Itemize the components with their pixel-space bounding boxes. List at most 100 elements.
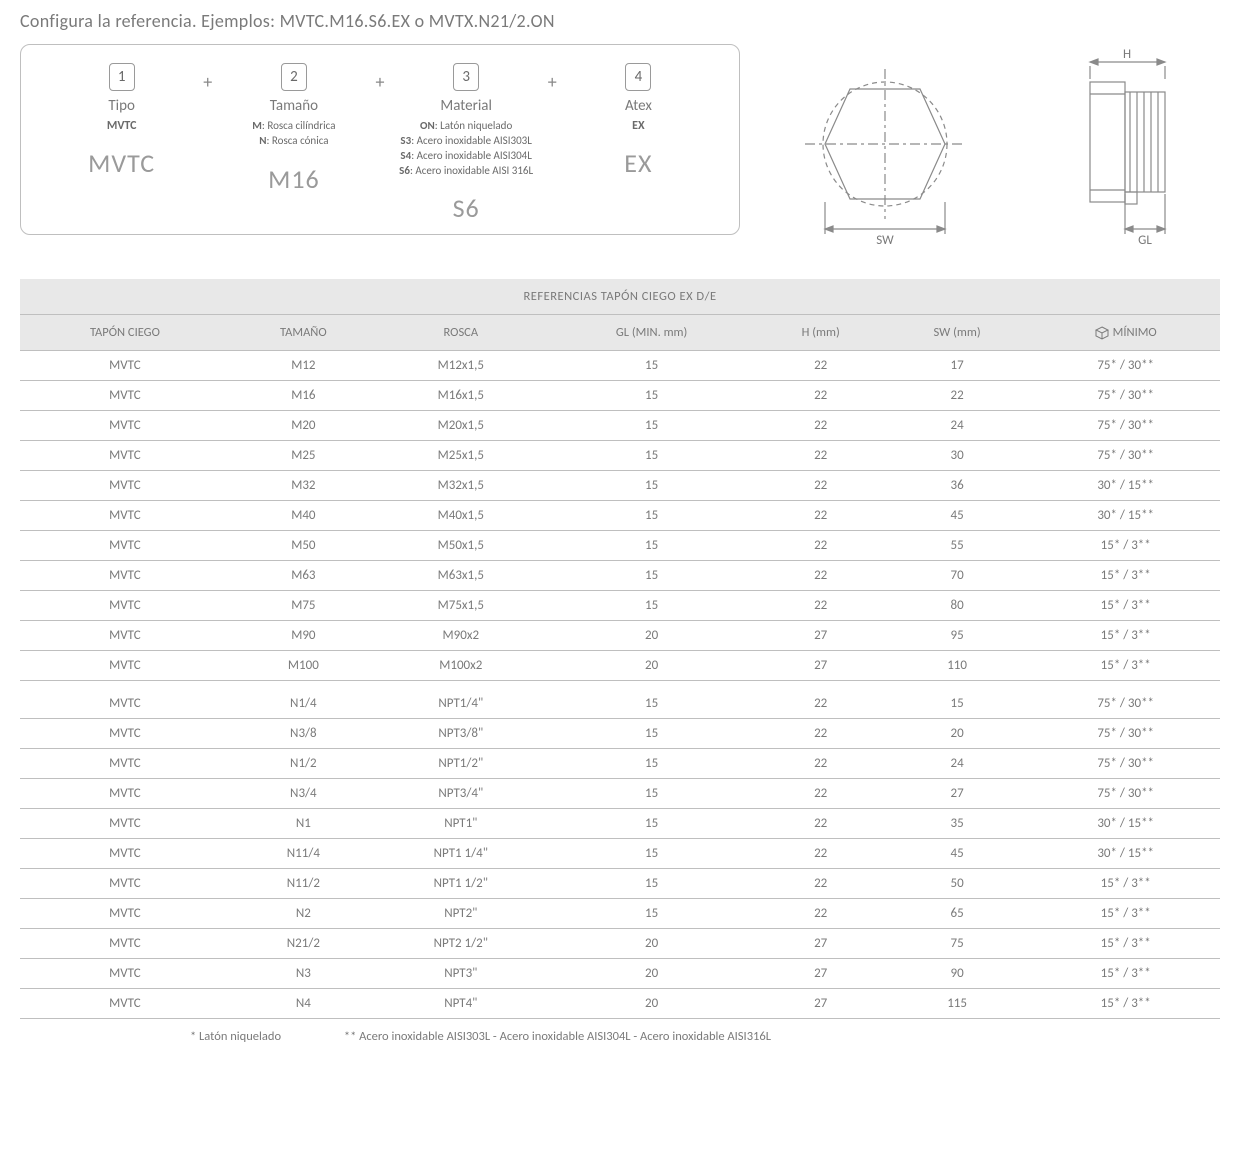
config-col-2: 2TamañoM: Rosca cilíndricaN: Rosca cónic… bbox=[218, 63, 369, 195]
table-cell: MVTC bbox=[20, 779, 230, 809]
step-desc: ON: Latón niqueladoS3: Acero inoxidable … bbox=[391, 119, 542, 178]
table-row: MVTCM75M75x1,515228015* / 3** bbox=[20, 591, 1220, 621]
table-cell: MVTC bbox=[20, 621, 230, 651]
table-cell: 20 bbox=[883, 719, 1032, 749]
table-row: MVTCM12M12x1,515221775* / 30** bbox=[20, 351, 1220, 381]
table-row: MVTCN1NPT1"15223530* / 15** bbox=[20, 809, 1220, 839]
table-cell: 15 bbox=[883, 689, 1032, 719]
table-cell: 22 bbox=[759, 779, 883, 809]
table-cell: 27 bbox=[759, 929, 883, 959]
table-cell: 15* / 3** bbox=[1031, 561, 1220, 591]
col-header: GL (MIN. mm) bbox=[545, 315, 759, 351]
table-cell: M50x1,5 bbox=[377, 531, 545, 561]
table-cell: 75* / 30** bbox=[1031, 411, 1220, 441]
table-cell: M12 bbox=[230, 351, 377, 381]
cube-icon bbox=[1095, 326, 1109, 340]
table-cell: 22 bbox=[759, 501, 883, 531]
table-cell: 20 bbox=[545, 651, 759, 681]
diagrams: SW bbox=[770, 44, 1180, 254]
table-cell: NPT2 1/2" bbox=[377, 929, 545, 959]
table-title: REFERENCIAS TAPÓN CIEGO EX D/E bbox=[20, 279, 1220, 315]
table-cell: MVTC bbox=[20, 441, 230, 471]
table-cell: MVTC bbox=[20, 899, 230, 929]
step-example: EX bbox=[563, 147, 714, 179]
step-bold: MVTC bbox=[46, 119, 197, 133]
table-cell: 20 bbox=[545, 929, 759, 959]
table-row: MVTCN11/4NPT1 1/4"15224530* / 15** bbox=[20, 839, 1220, 869]
config-col-4: 4AtexEXEX bbox=[563, 63, 714, 179]
table-cell: MVTC bbox=[20, 809, 230, 839]
table-cell: M63 bbox=[230, 561, 377, 591]
table-cell: 75* / 30** bbox=[1031, 779, 1220, 809]
table-cell: 27 bbox=[759, 621, 883, 651]
table-cell: M40x1,5 bbox=[377, 501, 545, 531]
table-cell: 24 bbox=[883, 749, 1032, 779]
table-cell: M50 bbox=[230, 531, 377, 561]
table-cell: 20 bbox=[545, 989, 759, 1019]
table-cell: 15 bbox=[545, 809, 759, 839]
step-number: 3 bbox=[453, 63, 479, 91]
table-cell: NPT3" bbox=[377, 959, 545, 989]
table-cell: 27 bbox=[883, 779, 1032, 809]
page-instruction: Configura la referencia. Ejemplos: MVTC.… bbox=[20, 10, 1220, 32]
step-title: Tamaño bbox=[218, 97, 369, 115]
table-cell: 15 bbox=[545, 411, 759, 441]
table-cell: NPT1 1/2" bbox=[377, 869, 545, 899]
table-cell: 75 bbox=[883, 929, 1032, 959]
table-cell: NPT1 1/4" bbox=[377, 839, 545, 869]
table-cell: 17 bbox=[883, 351, 1032, 381]
table-cell: 22 bbox=[759, 689, 883, 719]
table-cell: 22 bbox=[883, 381, 1032, 411]
table-cell: 15 bbox=[545, 749, 759, 779]
step-example: MVTC bbox=[46, 147, 197, 179]
table-cell: M12x1,5 bbox=[377, 351, 545, 381]
table-cell: M90 bbox=[230, 621, 377, 651]
table-cell: M32 bbox=[230, 471, 377, 501]
table-cell: 22 bbox=[759, 441, 883, 471]
table-cell: MVTC bbox=[20, 719, 230, 749]
table-cell: 22 bbox=[759, 719, 883, 749]
table-cell: 75* / 30** bbox=[1031, 381, 1220, 411]
top-row: 1TipoMVTCMVTC+2TamañoM: Rosca cilíndrica… bbox=[20, 44, 1220, 254]
table-cell: MVTC bbox=[20, 959, 230, 989]
table-row: MVTCN3/8NPT3/8"15222075* / 30** bbox=[20, 719, 1220, 749]
table-cell: 15 bbox=[545, 381, 759, 411]
table-row: MVTCN4NPT4"202711515* / 3** bbox=[20, 989, 1220, 1019]
table-cell: 55 bbox=[883, 531, 1032, 561]
table-cell: 15 bbox=[545, 441, 759, 471]
plus-separator: + bbox=[542, 71, 563, 93]
table-cell: MVTC bbox=[20, 381, 230, 411]
table-cell: 30* / 15** bbox=[1031, 501, 1220, 531]
table-cell: 95 bbox=[883, 621, 1032, 651]
table-cell: M20x1,5 bbox=[377, 411, 545, 441]
table-row: MVTCM32M32x1,515223630* / 15** bbox=[20, 471, 1220, 501]
table-cell: 75* / 30** bbox=[1031, 719, 1220, 749]
table-cell: M25x1,5 bbox=[377, 441, 545, 471]
table-cell: M75 bbox=[230, 591, 377, 621]
table-row: MVTCN3NPT3"20279015* / 3** bbox=[20, 959, 1220, 989]
table-cell: 15* / 3** bbox=[1031, 651, 1220, 681]
step-example: S6 bbox=[391, 192, 542, 224]
table-cell: 15 bbox=[545, 689, 759, 719]
table-cell: 20 bbox=[545, 959, 759, 989]
table-cell: M16 bbox=[230, 381, 377, 411]
table-cell: 20 bbox=[545, 621, 759, 651]
table-cell: MVTC bbox=[20, 561, 230, 591]
step-title: Material bbox=[391, 97, 542, 115]
table-cell: 75* / 30** bbox=[1031, 749, 1220, 779]
step-title: Tipo bbox=[46, 97, 197, 115]
table-row: MVTCM16M16x1,515222275* / 30** bbox=[20, 381, 1220, 411]
table-cell: 110 bbox=[883, 651, 1032, 681]
table-cell: NPT3/4" bbox=[377, 779, 545, 809]
table-cell: N1 bbox=[230, 809, 377, 839]
plus-separator: + bbox=[370, 71, 391, 93]
table-cell: NPT1" bbox=[377, 809, 545, 839]
table-row: MVTCN1/2NPT1/2"15222475* / 30** bbox=[20, 749, 1220, 779]
table-cell: N3/4 bbox=[230, 779, 377, 809]
table-cell: 35 bbox=[883, 809, 1032, 839]
table-cell: M100x2 bbox=[377, 651, 545, 681]
table-cell: MVTC bbox=[20, 591, 230, 621]
table-cell: MVTC bbox=[20, 651, 230, 681]
table-cell: N3 bbox=[230, 959, 377, 989]
step-title: Atex bbox=[563, 97, 714, 115]
